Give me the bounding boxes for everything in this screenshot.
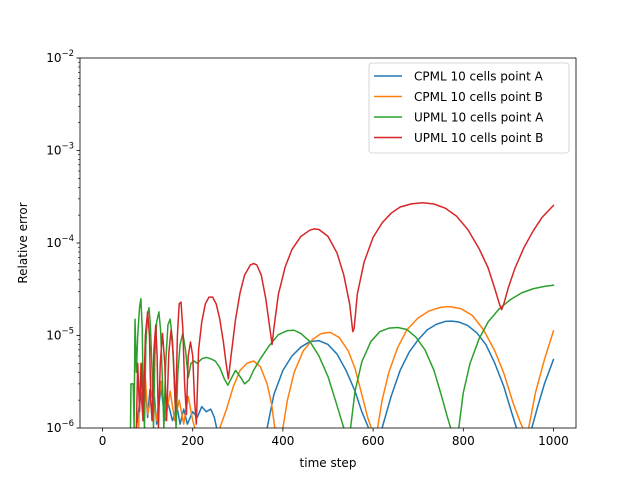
y-tick-label: 10−5 (46, 327, 74, 343)
legend-label-1: CPML 10 cells point A (414, 70, 544, 84)
y-tick-label: 10−4 (46, 234, 74, 250)
x-axis-ticks: 0 200 400 600 800 1000 (99, 428, 569, 448)
legend-label-2: CPML 10 cells point B (414, 90, 543, 104)
x-tick-label: 200 (181, 434, 204, 448)
x-tick-label: 0 (99, 434, 107, 448)
x-tick-label: 600 (362, 434, 385, 448)
legend-box (368, 62, 570, 154)
legend: CPML 10 cells point A CPML 10 cells point… (368, 62, 570, 154)
x-tick-label: 400 (271, 434, 294, 448)
y-tick-label: 10−2 (46, 49, 74, 65)
y-axis-ticks: 10−6 10−5 10−4 10−3 10−2 (46, 49, 80, 435)
series-line-1 (135, 320, 555, 428)
legend-label-3: UPML 10 cells point A (414, 111, 544, 125)
legend-label-4: UPML 10 cells point B (414, 131, 543, 145)
x-tick-label: 1000 (538, 434, 569, 448)
x-tick-label: 800 (452, 434, 475, 448)
x-axis-label: time step (300, 456, 357, 470)
y-tick-label: 10−3 (46, 142, 74, 158)
series-layer (129, 202, 555, 428)
legend-items: CPML 10 cells point A CPML 10 cells point… (374, 70, 544, 145)
series-line-4 (135, 202, 555, 428)
y-tick-label: 10−6 (46, 419, 74, 435)
y-axis-label: Relative error (16, 202, 30, 283)
